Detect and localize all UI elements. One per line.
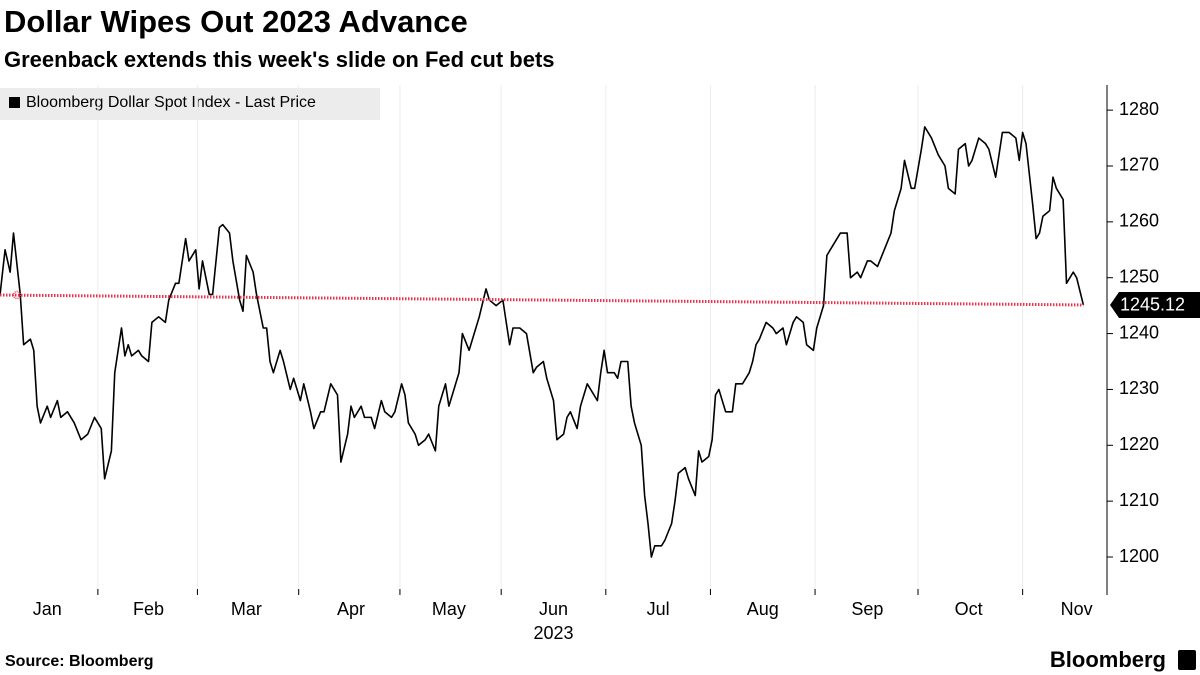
x-tick-label: Apr	[337, 599, 365, 619]
legend-box	[0, 88, 380, 120]
x-tick-label: May	[432, 599, 466, 619]
reference-marker	[12, 290, 22, 300]
y-tick-label: 1280	[1119, 99, 1159, 119]
logo-icon	[1178, 650, 1196, 670]
x-tick-label: Feb	[133, 599, 164, 619]
x-axis-label: 2023	[533, 623, 573, 643]
x-tick-label: Sep	[851, 599, 883, 619]
y-tick-label: 1270	[1119, 155, 1159, 175]
y-tick-label: 1220	[1119, 434, 1159, 454]
y-tick-label: 1200	[1119, 546, 1159, 566]
source: Source: Bloomberg	[5, 653, 153, 670]
x-tick-label: Aug	[747, 599, 779, 619]
y-tick-label: 1250	[1119, 266, 1159, 286]
x-tick-label: Mar	[231, 599, 262, 619]
last-price-box	[1110, 291, 1200, 318]
y-tick-label: 1260	[1119, 211, 1159, 231]
x-tick-label: Jul	[647, 599, 670, 619]
y-tick-label: 1210	[1119, 490, 1159, 510]
x-tick-label: Jan	[33, 599, 62, 619]
x-tick-label: Nov	[1061, 599, 1093, 619]
x-tick-label: Oct	[955, 599, 983, 619]
legend-label: Bloomberg Dollar Spot Index - Last Price	[26, 94, 316, 111]
chart-subtitle: Greenback extends this week's slide on F…	[4, 47, 555, 72]
legend-swatch	[9, 97, 20, 108]
last-price-label: 1245.12	[1120, 295, 1185, 315]
logo: Bloomberg	[1050, 647, 1166, 672]
reference-line	[0, 293, 1084, 307]
chart-title: Dollar Wipes Out 2023 Advance	[4, 4, 468, 39]
data-line	[0, 126, 1085, 558]
y-tick-label: 1240	[1119, 322, 1159, 342]
y-tick-label: 1230	[1119, 378, 1159, 398]
x-tick-label: Jun	[539, 599, 568, 619]
